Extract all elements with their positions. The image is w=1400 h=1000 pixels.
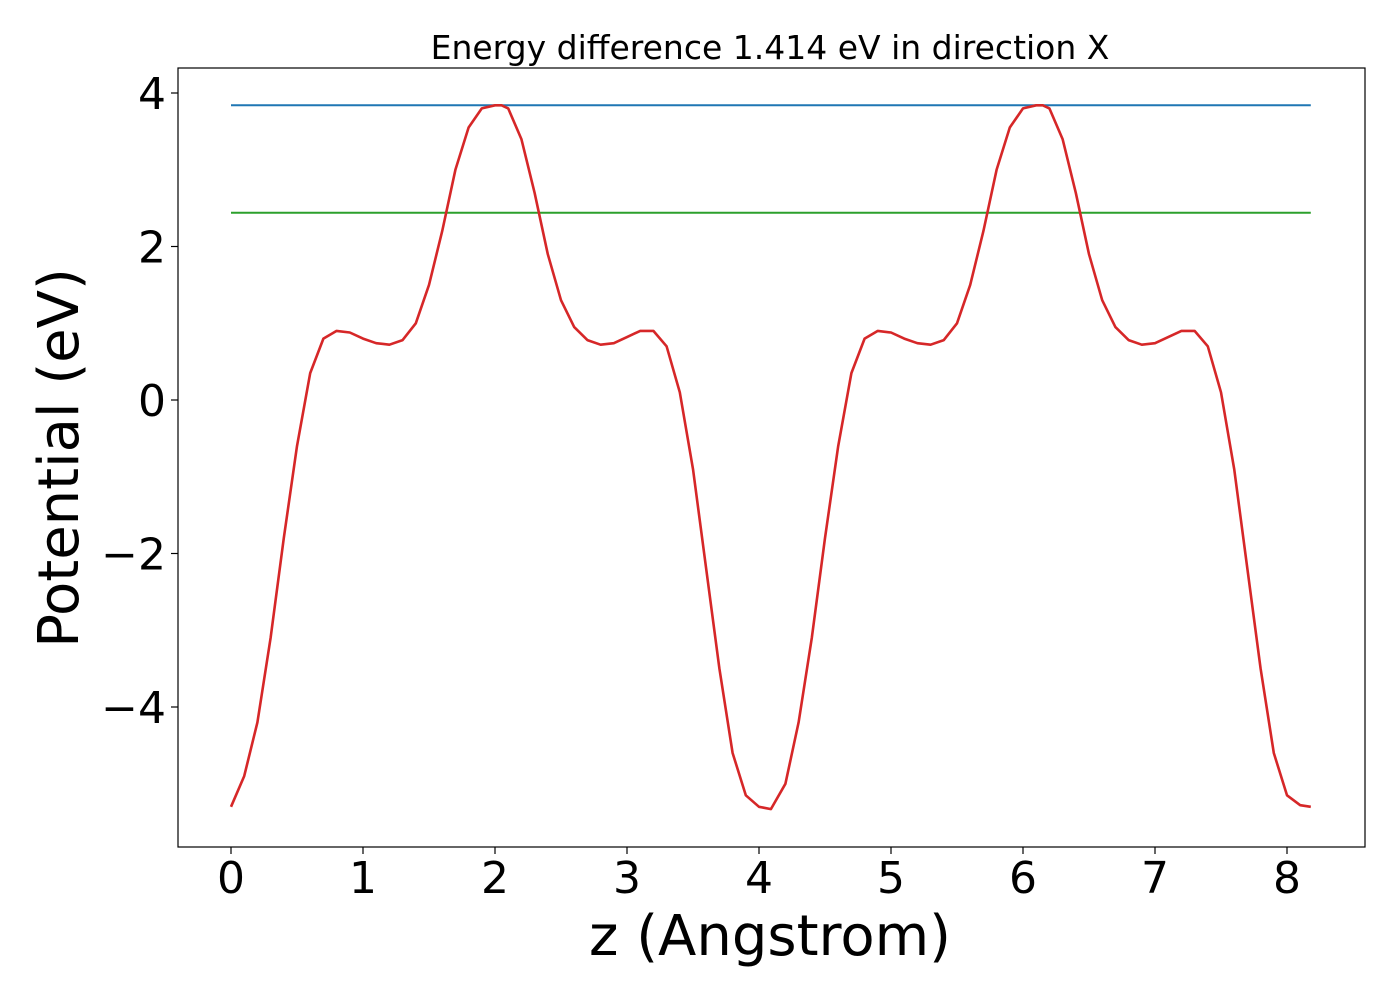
x-tick-label: 3 xyxy=(613,853,641,904)
y-tick-label: 4 xyxy=(138,69,166,120)
chart-title: Energy difference 1.414 eV in direction … xyxy=(431,28,1110,67)
series-layer xyxy=(229,104,1311,811)
x-tick-label: 2 xyxy=(481,853,509,904)
y-tick-label: 2 xyxy=(138,223,166,274)
y-axis-label: Potential (eV) xyxy=(27,268,92,648)
x-tick-label: 7 xyxy=(1141,853,1169,904)
x-tick-label: 1 xyxy=(349,853,377,904)
series-line-2 xyxy=(229,104,1311,811)
x-tick-label: 6 xyxy=(1009,853,1037,904)
x-axis-ticks: 0 1 2 3 4 5 6 7 8 xyxy=(217,847,1301,904)
y-axis-ticks: −4 −2 0 2 4 xyxy=(101,69,178,734)
y-tick-label: −4 xyxy=(101,683,166,734)
y-tick-label: −2 xyxy=(101,530,166,581)
x-tick-label: 5 xyxy=(877,853,905,904)
x-tick-label: 8 xyxy=(1273,853,1301,904)
x-tick-label: 0 xyxy=(217,853,245,904)
y-tick-label: 0 xyxy=(138,376,166,427)
x-axis-label: z (Angstrom) xyxy=(589,904,951,969)
x-tick-label: 4 xyxy=(745,853,773,904)
plot-frame xyxy=(177,67,1366,848)
